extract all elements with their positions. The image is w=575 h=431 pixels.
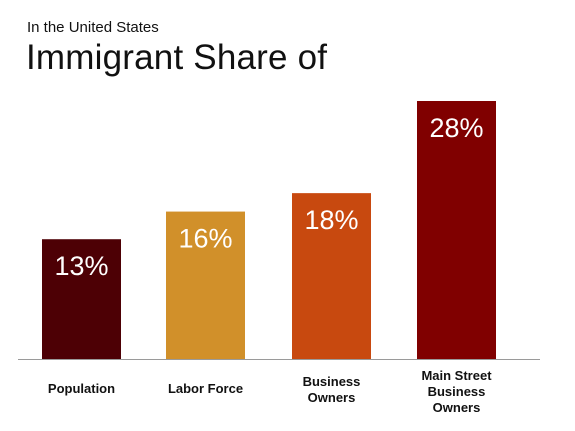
bar-value-label-1: 13% <box>54 251 108 281</box>
bar-1 <box>42 239 121 359</box>
bar-4 <box>417 101 496 359</box>
category-label-2: Labor Force <box>168 381 243 396</box>
category-label-1: Population <box>48 381 115 396</box>
bar-2 <box>166 211 245 359</box>
category-label-4: Main Street Business Owners <box>421 368 492 415</box>
bar-value-label-3: 18% <box>304 205 358 235</box>
chart-subtitle: In the United States <box>27 19 159 36</box>
bar-3 <box>292 193 371 359</box>
bar-value-label-4: 28% <box>429 113 483 143</box>
category-label-3: Business Owners <box>303 374 361 405</box>
bar-value-label-2: 16% <box>178 224 232 254</box>
chart-title: Immigrant Share of <box>26 38 328 77</box>
